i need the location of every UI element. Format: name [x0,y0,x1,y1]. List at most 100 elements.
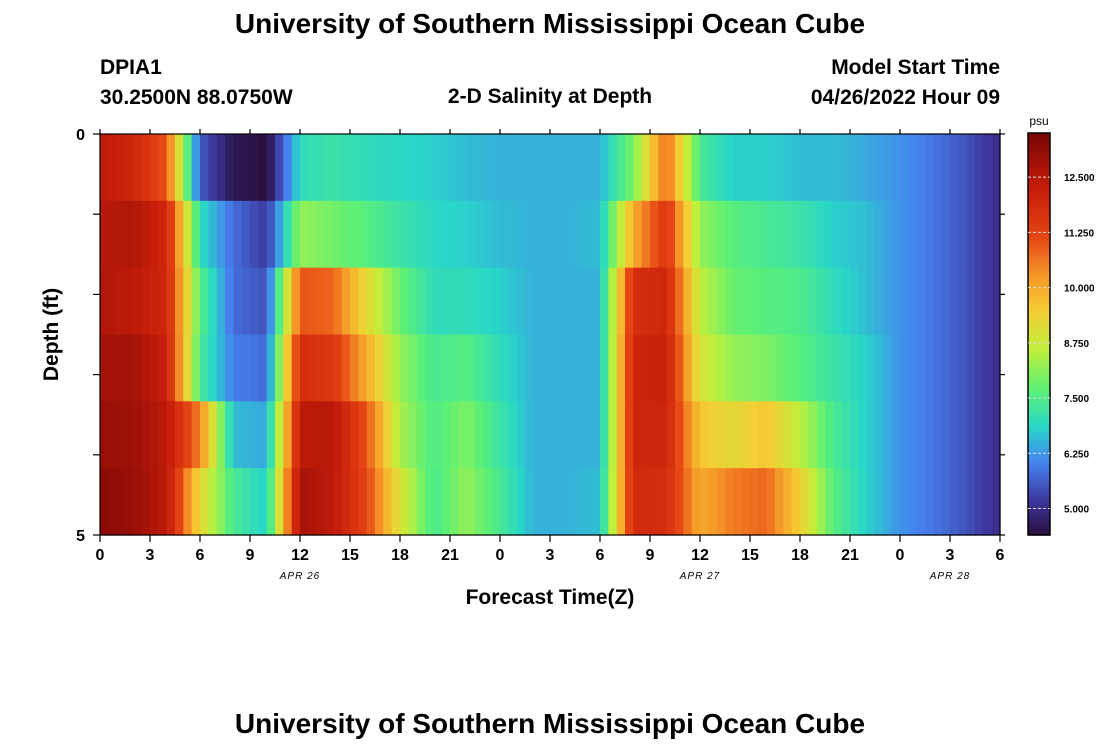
colorbar-segment [1028,524,1050,529]
colorbar-segment [1028,300,1050,305]
heatmap-cell [133,267,143,336]
heatmap-cell [991,468,1001,536]
heatmap-cell [366,134,376,202]
heatmap-cell [241,468,251,536]
colorbar-segment [1028,437,1050,442]
heatmap-cell [291,200,301,269]
heatmap-cell [475,200,484,269]
heatmap-cell [675,267,684,336]
heatmap-cell [333,267,343,336]
heatmap-cell [591,134,601,202]
heatmap-cell [983,334,993,402]
heatmap-cell [875,334,884,402]
heatmap-cell [300,468,309,536]
heatmap-cell [108,200,118,269]
heatmap-cell [575,200,584,269]
heatmap-cell [858,200,868,269]
heatmap-cell [708,134,718,202]
heatmap-cell [941,401,951,469]
heatmap-cell [675,401,684,469]
heatmap-cell [433,267,443,336]
heatmap-cell [583,200,593,269]
heatmap-cell [800,401,809,469]
heatmap-cell [591,267,601,336]
heatmap-cell [433,468,443,536]
heatmap-cell [833,401,843,469]
heatmap-cell [941,200,951,269]
colorbar-segment [1028,263,1050,268]
heatmap-cell [750,468,759,536]
colorbar-segment [1028,528,1050,533]
heatmap-cell [558,200,568,269]
heatmap-cell [875,468,884,536]
heatmap-cell [266,200,276,269]
heatmap-cell [283,334,293,402]
heatmap-cell [875,200,884,269]
heatmap-cell [425,401,434,469]
heatmap-cell [908,267,918,336]
heatmap-cell [575,468,584,536]
heatmap-cell [516,334,526,402]
heatmap-cell [375,468,384,536]
heatmap-cell [358,468,368,536]
x-axis-label: Forecast Time(Z) [466,586,635,609]
heatmap-cell [383,401,393,469]
heatmap-cell [866,468,876,536]
heatmap-cell [583,134,593,202]
heatmap-cell [383,267,393,336]
colorbar-segment [1028,350,1050,355]
colorbar-segment [1028,163,1050,168]
heatmap-cell [400,134,409,202]
heatmap-cell [791,334,801,402]
heatmap-cell [941,267,951,336]
heatmap-cell [658,401,668,469]
heatmap-cell [233,468,243,536]
heatmap-cell [875,267,884,336]
heatmap-cell [575,134,584,202]
colorbar-segment [1028,367,1050,372]
heatmap-cell [658,334,668,402]
heatmap-cell [216,267,226,336]
heatmap-cell [258,267,268,336]
heatmap-cell [466,401,476,469]
heatmap-cell [716,468,726,536]
heatmap-cell [441,200,451,269]
heatmap-cell [458,200,468,269]
heatmap-cell [325,134,334,202]
heatmap-cell [641,468,651,536]
model-start-value: 04/26/2022 Hour 09 [810,86,1000,109]
heatmap-cell [950,334,959,402]
heatmap-cell [566,468,576,536]
heatmap-cell [783,334,793,402]
heatmap-cell [525,200,534,269]
colorbar-segment [1028,159,1050,164]
heatmap-cell [458,401,468,469]
heatmap-cell [500,134,509,202]
heatmap-cell [425,267,434,336]
heatmap-cell [425,334,434,402]
heatmap-cell [583,267,593,336]
heatmap-cell [850,401,859,469]
heatmap-cell [816,401,826,469]
heatmap-cell [958,468,968,536]
heatmap-cell [666,267,676,336]
colorbar-segment [1028,186,1050,191]
heatmap-cell [441,468,451,536]
heatmap-cell [616,334,626,402]
heatmap-cell [758,200,768,269]
heatmap-cell [875,134,884,202]
heatmap-cell [766,401,776,469]
heatmap-cell [550,468,559,536]
heatmap-cell [808,401,818,469]
heatmap-cell [208,267,218,336]
heatmap-cell [691,468,701,536]
heatmap-cell [383,200,393,269]
heatmap-cell [375,334,384,402]
heatmap-cell [600,134,609,202]
colorbar-tick-label: 11.250 [1064,228,1094,239]
heatmap-cell [566,334,576,402]
heatmap-cell [900,468,909,536]
heatmap-cell [350,468,359,536]
colorbar-segment [1028,380,1050,385]
heatmap-cell [866,200,876,269]
